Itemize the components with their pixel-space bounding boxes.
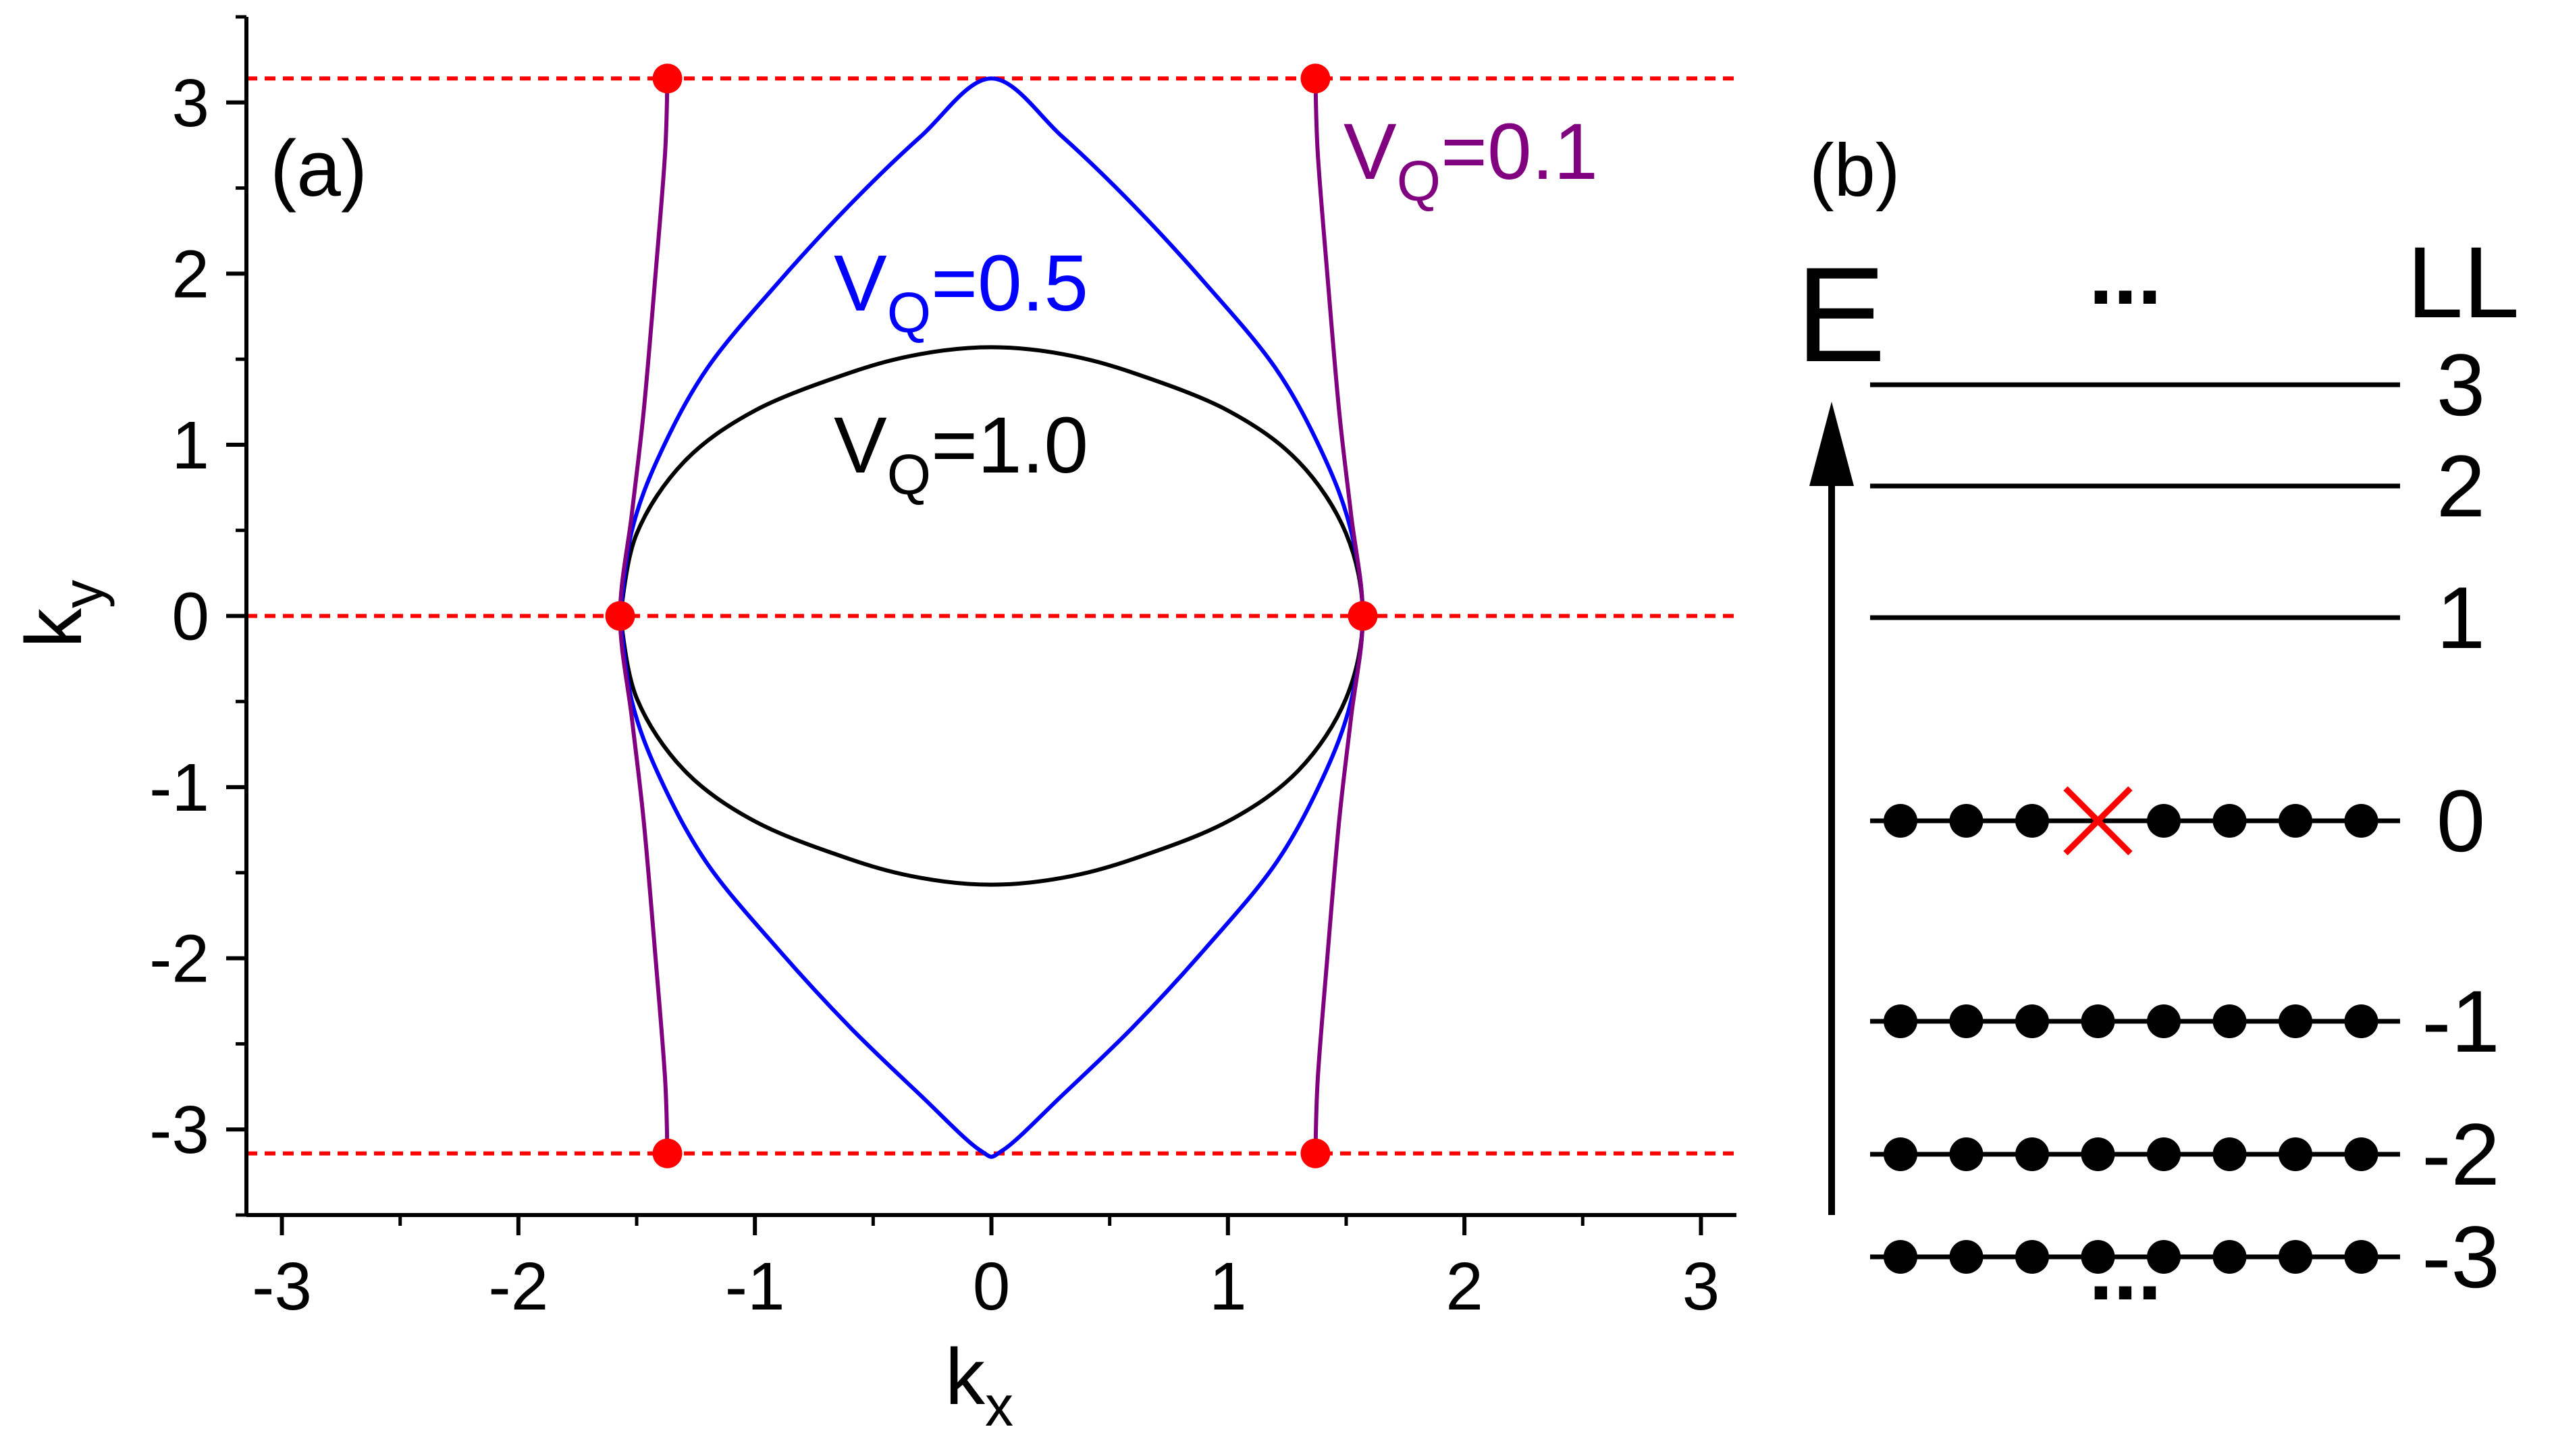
electron-dot (2081, 1240, 2115, 1274)
curve-label-main: V (1343, 107, 1397, 196)
electron-dot (2344, 1137, 2378, 1171)
electron-dot (2015, 1004, 2049, 1038)
marked-point (605, 601, 635, 631)
ellipsis-top: ... (2089, 224, 2162, 323)
x-tick-label: 3 (1682, 1249, 1720, 1324)
y-axis-label-main: k (9, 608, 99, 648)
y-tick-label: 0 (171, 579, 209, 655)
electron-dot (2344, 1240, 2378, 1274)
removed-electron-cross (2063, 786, 2133, 856)
x-tick-label: 1 (1209, 1249, 1247, 1324)
electron-dot (2212, 804, 2247, 838)
electron-dot (1884, 1004, 1917, 1038)
electron-dot (2147, 1004, 2181, 1038)
curve-label-vq-0.1: VQ=0.1 (1343, 107, 1598, 213)
curve-label-sub: Q (887, 281, 931, 344)
electron-dot (1884, 1137, 1917, 1171)
curve-label-value: =1.0 (931, 401, 1088, 490)
curve-label-vq-1.0: VQ=1.0 (834, 401, 1088, 506)
x-tick-label: 0 (973, 1249, 1011, 1324)
electron-dot (2015, 804, 2049, 838)
level-label: -2 (2422, 1105, 2500, 1204)
level-label: 0 (2437, 772, 2485, 870)
y-tick-label: 3 (171, 65, 209, 141)
x-tick-label: 2 (1445, 1249, 1483, 1324)
electron-dot (2212, 1004, 2247, 1038)
electron-dot (2212, 1240, 2247, 1274)
electron-dot (2279, 1137, 2312, 1171)
axes (226, 15, 1736, 1235)
tick-labels: -3 -2 -1 0 1 2 3 -3 -2 -1 0 1 2 3 (149, 65, 1720, 1324)
electron-dot (2212, 1137, 2247, 1171)
electron-dot (2081, 1137, 2115, 1171)
electron-dot (2279, 1004, 2312, 1038)
energy-axis-label: E (1796, 240, 1886, 390)
y-tick-label: -2 (149, 921, 209, 997)
y-axis-label-sub: y (51, 580, 115, 608)
marked-point (1300, 63, 1331, 94)
electron-dot (1884, 1240, 1917, 1274)
y-tick-label: 1 (171, 408, 209, 483)
x-axis-label-sub: x (985, 1374, 1013, 1438)
marked-point (652, 1138, 683, 1168)
electron-dot (2147, 1240, 2181, 1274)
x-tick-label: -2 (488, 1249, 548, 1324)
energy-axis-arrowhead (1809, 402, 1854, 486)
electron-dot (1949, 1137, 1984, 1171)
curve-label-value: =0.1 (1441, 107, 1598, 196)
column-label-ll: LL (2407, 225, 2520, 339)
level-label: -3 (2422, 1208, 2500, 1306)
y-tick-label: -3 (149, 1092, 209, 1168)
electron-dot (2279, 804, 2312, 838)
landau-levels: 32 1 0 -1 -2-3 (1870, 335, 2500, 1306)
curve-label-sub: Q (887, 443, 931, 506)
marked-point (1348, 601, 1378, 631)
electron-dot (2279, 1240, 2312, 1274)
marked-point (1300, 1138, 1331, 1168)
y-tick-label: -1 (149, 750, 209, 826)
curve-label-sub: Q (1397, 149, 1441, 213)
level-label: 2 (2437, 437, 2485, 535)
curve-label-value: =0.5 (931, 239, 1088, 328)
electron-dot (2081, 1004, 2115, 1038)
reference-lines (246, 76, 1736, 1156)
electron-dot (1949, 1240, 1984, 1274)
curve-label-main: V (834, 401, 887, 490)
y-axis-label: ky (9, 580, 115, 648)
marked-point (652, 63, 683, 94)
level-label: 1 (2437, 568, 2485, 667)
x-tick-label: -1 (725, 1249, 785, 1324)
curve-label-main: V (834, 239, 887, 328)
panel-b-label: (b) (1809, 129, 1900, 212)
electron-dot (2147, 804, 2181, 838)
electron-dot (2015, 1240, 2049, 1274)
marked-points (605, 63, 1378, 1168)
x-tick-label: -3 (252, 1249, 312, 1324)
level-label: 3 (2437, 335, 2485, 434)
electron-dot (2015, 1137, 2049, 1171)
electron-dot (2344, 804, 2378, 838)
level-label: -1 (2422, 972, 2500, 1071)
electron-dot (2147, 1137, 2181, 1171)
electron-dot (1949, 804, 1984, 838)
electron-dot (1884, 804, 1917, 838)
y-tick-label: 2 (171, 236, 209, 312)
x-axis-label: kx (945, 1332, 1013, 1438)
x-axis-label-main: k (945, 1332, 986, 1422)
panel-a-label: (a) (270, 124, 367, 213)
electron-dot (2344, 1004, 2378, 1038)
electron-dot (1949, 1004, 1984, 1038)
curve-label-vq-0.5: VQ=0.5 (834, 239, 1088, 344)
